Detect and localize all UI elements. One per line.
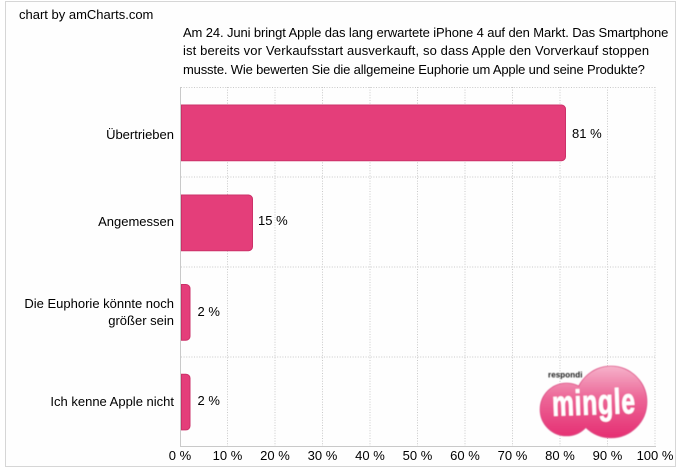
svg-text:mingle: mingle [551,382,636,424]
svg-text:respondi: respondi [548,371,583,380]
